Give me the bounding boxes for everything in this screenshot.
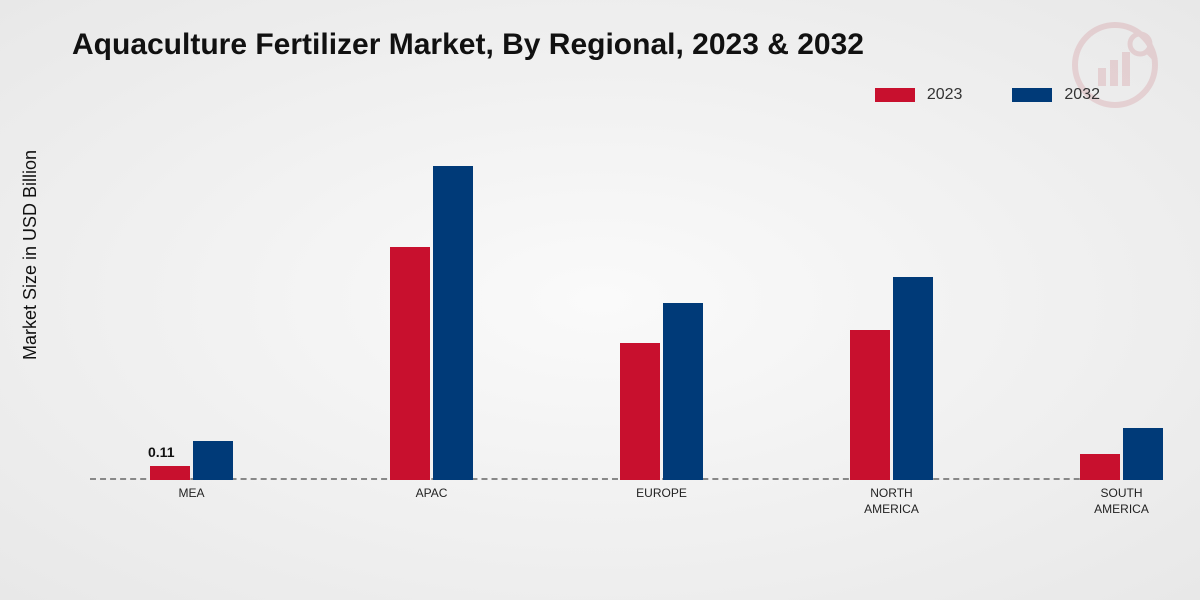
legend: 2023 2032	[875, 86, 1100, 104]
y-axis-label: Market Size in USD Billion	[20, 150, 41, 360]
bar-2023	[150, 466, 190, 480]
bar-2032	[893, 277, 933, 480]
bar-2032	[1123, 428, 1163, 480]
legend-item-2023: 2023	[875, 86, 963, 104]
x-axis-label: EUROPE	[636, 486, 687, 502]
x-axis-label: SOUTH AMERICA	[1094, 486, 1149, 517]
legend-label-2023: 2023	[927, 86, 963, 104]
legend-swatch-2032	[1012, 88, 1052, 102]
bar-2023	[620, 343, 660, 480]
bar-group	[1080, 428, 1163, 480]
bar-2032	[433, 166, 473, 480]
bar-2023	[1080, 454, 1120, 480]
bar-group	[390, 166, 473, 480]
value-label: 0.11	[148, 444, 174, 460]
legend-item-2032: 2032	[1012, 86, 1100, 104]
bar-2032	[193, 441, 233, 480]
bar-2023	[390, 247, 430, 480]
x-axis-label: NORTH AMERICA	[864, 486, 919, 517]
bar-2032	[663, 303, 703, 480]
bar-group	[850, 277, 933, 480]
bar-group	[620, 303, 703, 480]
chart-title: Aquaculture Fertilizer Market, By Region…	[72, 28, 864, 62]
x-axis-label: APAC	[416, 486, 448, 502]
legend-swatch-2023	[875, 88, 915, 102]
chart-plot-area: 0.11	[90, 140, 1150, 480]
bar-2023	[850, 330, 890, 480]
legend-label-2032: 2032	[1064, 86, 1100, 104]
x-axis-label: MEA	[178, 486, 204, 502]
